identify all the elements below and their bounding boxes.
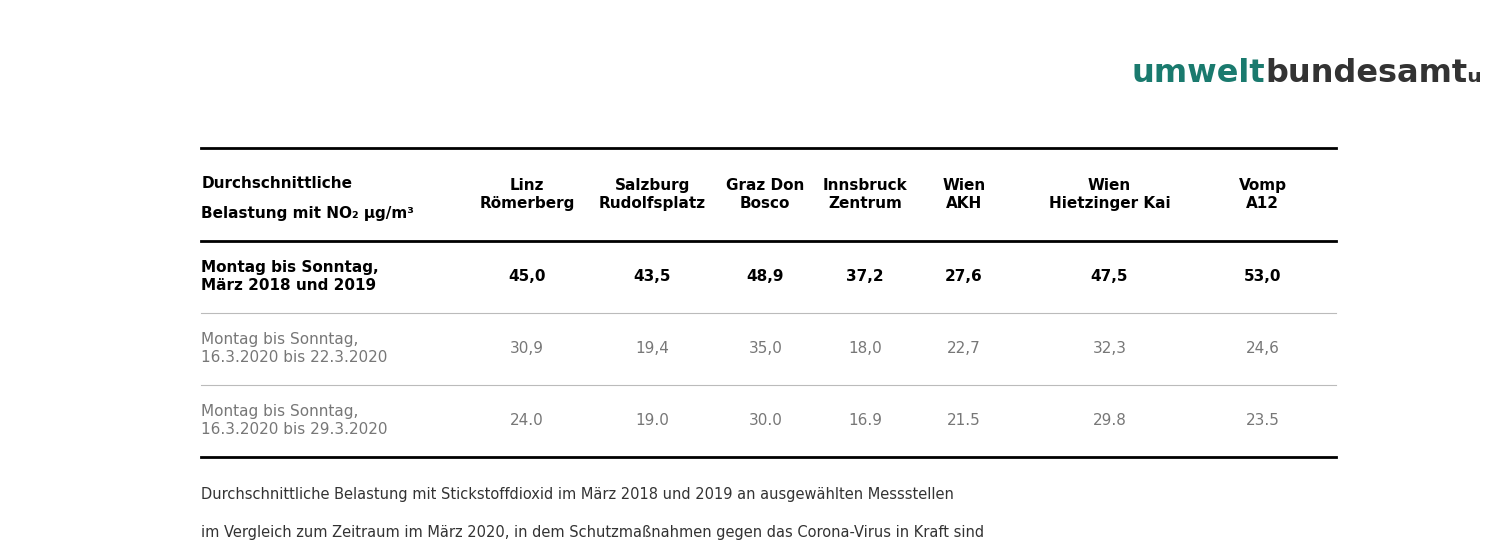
Text: 45,0: 45,0 (509, 269, 546, 284)
Text: Montag bis Sonntag,
16.3.2020 bis 29.3.2020: Montag bis Sonntag, 16.3.2020 bis 29.3.2… (201, 404, 388, 437)
Text: Montag bis Sonntag,
März 2018 und 2019: Montag bis Sonntag, März 2018 und 2019 (201, 260, 380, 294)
Text: 29.8: 29.8 (1092, 413, 1126, 428)
Text: 23.5: 23.5 (1246, 413, 1280, 428)
Text: im Vergleich zum Zeitraum im März 2020, in dem Schutzmaßnahmen gegen das Corona-: im Vergleich zum Zeitraum im März 2020, … (201, 525, 984, 540)
Text: 22,7: 22,7 (946, 341, 981, 356)
Text: 47,5: 47,5 (1090, 269, 1128, 284)
Text: 18,0: 18,0 (849, 341, 882, 356)
Text: 43,5: 43,5 (633, 269, 672, 284)
Text: Vomp
A12: Vomp A12 (1239, 178, 1287, 211)
Text: Belastung mit NO₂ μg/m³: Belastung mit NO₂ μg/m³ (201, 206, 414, 221)
Text: Salzburg
Rudolfsplatz: Salzburg Rudolfsplatz (598, 178, 706, 211)
Text: Graz Don
Bosco: Graz Don Bosco (726, 178, 804, 211)
Text: 30.0: 30.0 (748, 413, 782, 428)
Text: 16.9: 16.9 (847, 413, 882, 428)
Text: 53,0: 53,0 (1244, 269, 1281, 284)
Text: 37,2: 37,2 (846, 269, 883, 284)
Text: 19.0: 19.0 (636, 413, 669, 428)
Text: 21.5: 21.5 (946, 413, 981, 428)
Text: Montag bis Sonntag,
16.3.2020 bis 22.3.2020: Montag bis Sonntag, 16.3.2020 bis 22.3.2… (201, 332, 388, 365)
Text: Wien
Hietzinger Kai: Wien Hietzinger Kai (1048, 178, 1170, 211)
Text: 24.0: 24.0 (510, 413, 544, 428)
Text: 27,6: 27,6 (945, 269, 982, 284)
Text: 24,6: 24,6 (1246, 341, 1280, 356)
Text: Wien
AKH: Wien AKH (942, 178, 986, 211)
Text: 35,0: 35,0 (748, 341, 782, 356)
Text: Linz
Römerberg: Linz Römerberg (480, 178, 574, 211)
Text: umwelt: umwelt (1131, 58, 1264, 90)
Text: 48,9: 48,9 (747, 269, 784, 284)
Text: 30,9: 30,9 (510, 341, 544, 356)
Text: Innsbruck
Zentrum: Innsbruck Zentrum (824, 178, 908, 211)
Text: bundesamtᵤ: bundesamtᵤ (1264, 58, 1482, 90)
Text: Durchschnittliche Belastung mit Stickstoffdioxid im März 2018 und 2019 an ausgew: Durchschnittliche Belastung mit Sticksto… (201, 487, 954, 502)
Text: Durchschnittliche: Durchschnittliche (201, 176, 352, 191)
Text: 19,4: 19,4 (636, 341, 669, 356)
Text: 32,3: 32,3 (1092, 341, 1126, 356)
